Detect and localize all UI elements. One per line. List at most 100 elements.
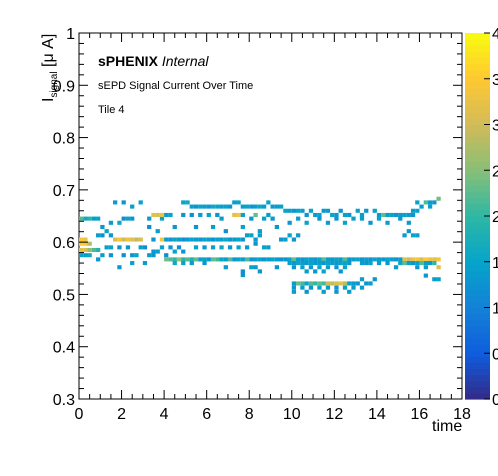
heatmap-cell [223,229,228,234]
heatmap-cell [87,241,92,246]
heatmap-cell [279,204,284,209]
colorbar-segment [465,368,490,376]
heatmap-cell [359,257,365,262]
heatmap-cell [244,257,250,262]
heatmap-cell [325,285,331,290]
heatmap-cell [376,212,382,217]
heatmap-cell [300,285,305,290]
heatmap-cell [253,265,258,270]
heatmap-cell [227,257,233,262]
heatmap-cell [257,233,262,238]
heatmap-cell [376,257,382,262]
x-axis-title: time [432,418,463,435]
colorbar-segment [465,87,490,95]
heatmap-cell [427,204,433,209]
y-tick-label: 0.3 [53,392,75,409]
heatmap-cell [100,233,105,238]
heatmap-cell [164,237,169,242]
heatmap-cell [279,257,284,262]
colorbar-segment [465,380,490,388]
heatmap-cell [151,249,156,254]
heatmap-cell [410,208,416,213]
colorbar-segment [465,57,490,65]
heatmap-cell [130,216,135,221]
heatmap-cell [385,212,390,217]
heatmap-cell [300,208,305,213]
heatmap-cell [423,273,428,278]
heatmap-cell [87,216,92,221]
colorbar-tick-label: 3 [492,72,498,89]
heatmap-cell [402,257,407,262]
heatmap-cell [291,281,297,286]
heatmap-cell [308,281,314,286]
heatmap-cell [334,281,339,286]
heatmap-cell [189,212,194,217]
heatmap-cell [359,216,365,221]
heatmap-cell [304,269,309,274]
colorbar-segment [465,63,490,71]
heatmap-cell [291,208,297,213]
colorbar-segment [465,295,490,302]
colorbar-segment [465,331,490,339]
heatmap-cell [210,237,216,242]
heatmap-cell [287,220,292,225]
heatmap-cell [287,208,292,213]
heatmap-cell [87,253,92,258]
heatmap-cell [334,261,339,266]
heatmap-cell [296,257,301,262]
heatmap-cell [410,261,416,266]
colorbar-segment [465,39,490,46]
heatmap-cell [321,208,326,213]
heatmap-cell [308,261,314,266]
heatmap-cell [338,261,343,266]
heatmap-cell [79,247,84,253]
heatmap-cell [249,257,254,262]
colorbar-tick-label: 0 [492,346,498,363]
x-tick-label: 8 [245,406,254,423]
heatmap-cell [108,253,114,258]
heatmap-cell [402,233,407,238]
heatmap-cell [334,216,339,221]
heatmap-cell [372,277,377,282]
heatmap-cell [393,212,399,217]
heatmap-cell [240,224,245,230]
heatmap-cell [244,233,250,238]
heatmap-cell [296,233,301,238]
heatmap-cell [347,257,352,262]
heatmap-cell [436,265,441,270]
heatmap-cell [308,285,314,290]
heatmap-cell [427,257,433,262]
colorbar-segment [465,161,490,168]
heatmap-cell [342,261,348,266]
heatmap-cell [142,245,148,250]
heatmap-cell [125,216,131,221]
heatmap-cell [91,216,97,221]
colorbar-segment [465,307,490,315]
heatmap-cell [261,204,267,209]
heatmap-cell [372,257,377,262]
heatmap-cell [223,237,228,242]
colorbar-segment [465,148,490,156]
heatmap-cell [232,237,237,242]
colorbar-segment [465,51,490,58]
heatmap-cell [189,257,194,262]
heatmap-cell [270,257,275,262]
heatmap-cell [304,289,309,294]
heatmap-cell [168,245,173,250]
heatmap-cell [181,237,186,242]
heatmap-cell [325,281,331,286]
heatmap-cell [398,261,403,266]
heatmap-cell [257,269,262,274]
heatmap-cell [117,265,122,270]
heatmap-cell [249,204,254,209]
heatmap-cell [410,212,416,217]
heatmap-cell [96,257,101,262]
heatmap-cell [381,257,386,262]
heatmap-cell [168,212,173,217]
heatmap-cell [415,261,420,266]
heatmap-cell [83,216,88,221]
heatmap-cell [240,273,245,278]
heatmap-cell [130,253,135,258]
heatmap-cell [334,289,339,294]
heatmap-cell [257,204,262,209]
